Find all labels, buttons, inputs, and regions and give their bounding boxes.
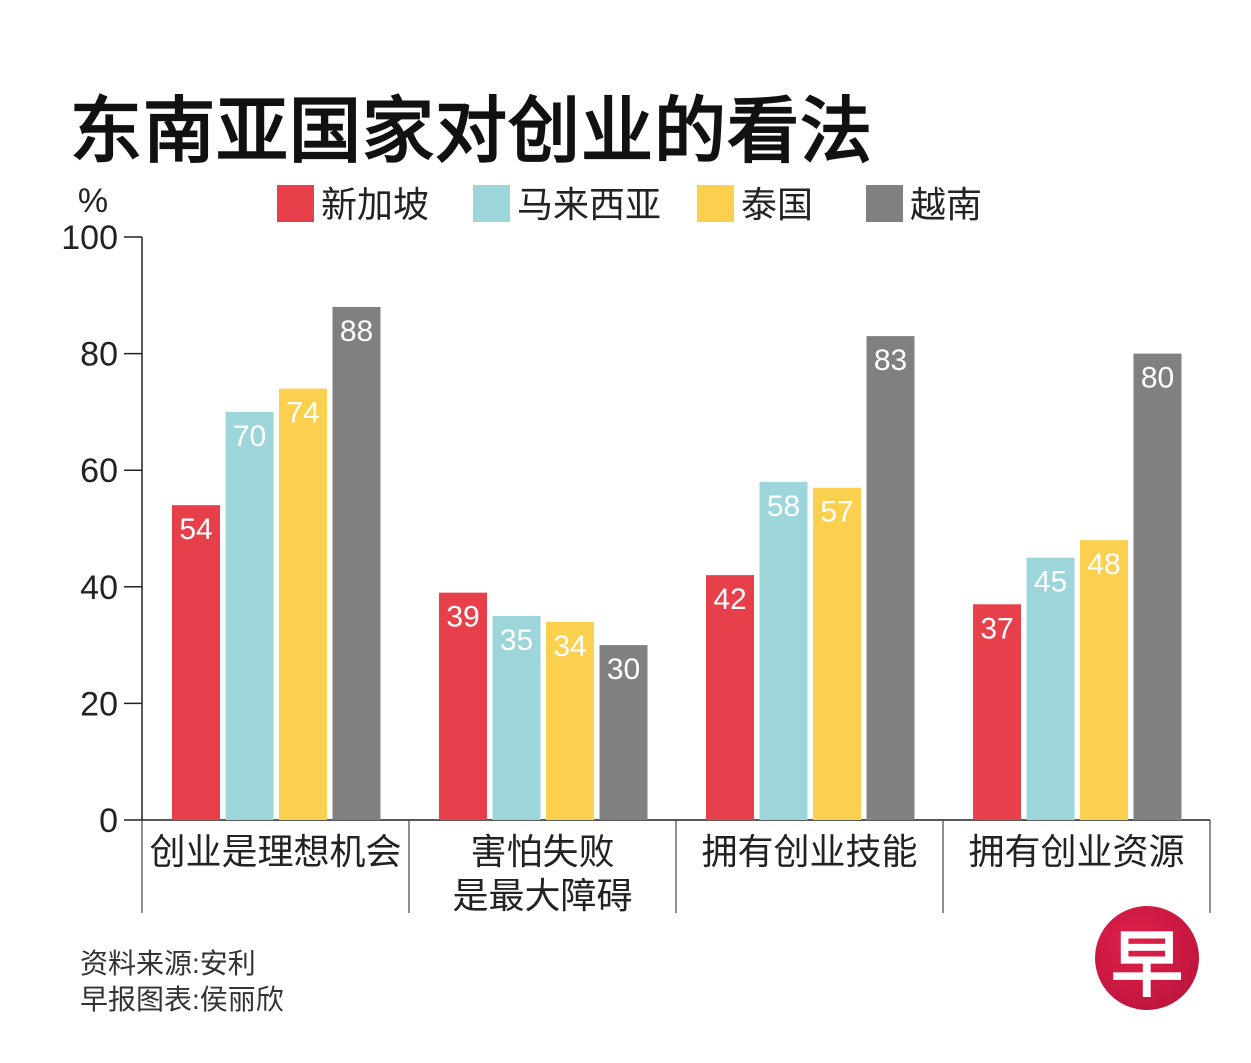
bar-value-label: 30: [607, 653, 640, 686]
bar-越南: [332, 306, 381, 821]
bar-value-label: 45: [1034, 566, 1067, 599]
bar-马来西亚: [1026, 557, 1075, 820]
legend-swatch: [277, 185, 314, 222]
bar-新加坡: [973, 604, 1021, 820]
bar-value-label: 57: [820, 496, 853, 529]
legend-label: 新加坡: [321, 184, 429, 225]
y-tick-label: 80: [80, 336, 118, 374]
bar-越南: [599, 645, 648, 820]
credit-note: 早报图表:侯丽欣: [80, 984, 284, 1015]
legend-swatch: [697, 185, 734, 222]
legend-swatch: [866, 185, 903, 222]
bar-泰国: [1080, 540, 1128, 820]
x-category-label: 拥有创业技能: [701, 831, 917, 872]
bar-value-label: 34: [553, 630, 586, 663]
bar-越南: [1133, 353, 1182, 820]
legend-label: 马来西亚: [517, 184, 661, 225]
y-tick-label: 60: [80, 452, 118, 490]
x-category-label: 拥有创业资源: [968, 831, 1184, 872]
legend-swatch: [473, 185, 510, 222]
y-tick-label: 100: [61, 219, 118, 257]
source-note: 资料来源:安利: [80, 948, 256, 979]
chart-title: 东南亚国家对创业的看法: [70, 92, 874, 172]
bar-value-label: 54: [179, 513, 212, 546]
bar-value-label: 35: [500, 624, 533, 657]
bar-泰国: [279, 388, 327, 820]
y-tick-label: 20: [80, 685, 118, 723]
bar-新加坡: [706, 575, 754, 820]
bar-马来西亚: [492, 615, 541, 820]
y-tick-label: 40: [80, 569, 118, 607]
bar-马来西亚: [225, 411, 274, 820]
x-category-label: 创业是理想机会: [149, 831, 401, 872]
bar-value-label: 74: [286, 397, 319, 430]
bar-新加坡: [172, 505, 220, 820]
x-category-label: 害怕失败: [470, 831, 614, 872]
bar-value-label: 58: [767, 490, 800, 523]
x-category-label: 是最大障碍: [452, 875, 632, 916]
bar-value-label: 70: [233, 420, 266, 453]
bar-value-label: 83: [874, 344, 907, 377]
bar-value-label: 42: [713, 583, 746, 616]
y-tick-label: 0: [99, 802, 118, 840]
bar-value-label: 80: [1141, 362, 1174, 395]
legend-label: 泰国: [741, 184, 813, 225]
legend-label: 越南: [910, 184, 982, 225]
bar-value-label: 39: [446, 601, 479, 634]
zaobao-logo: 早: [1095, 906, 1199, 1010]
bar-泰国: [813, 487, 861, 820]
bar-value-label: 37: [980, 612, 1013, 645]
bar-泰国: [546, 621, 594, 820]
bar-马来西亚: [759, 481, 808, 820]
bar-越南: [866, 336, 915, 820]
y-axis-label: %: [78, 182, 108, 220]
bar-value-label: 88: [340, 315, 373, 348]
bar-value-label: 48: [1087, 548, 1120, 581]
bar-新加坡: [439, 592, 487, 820]
